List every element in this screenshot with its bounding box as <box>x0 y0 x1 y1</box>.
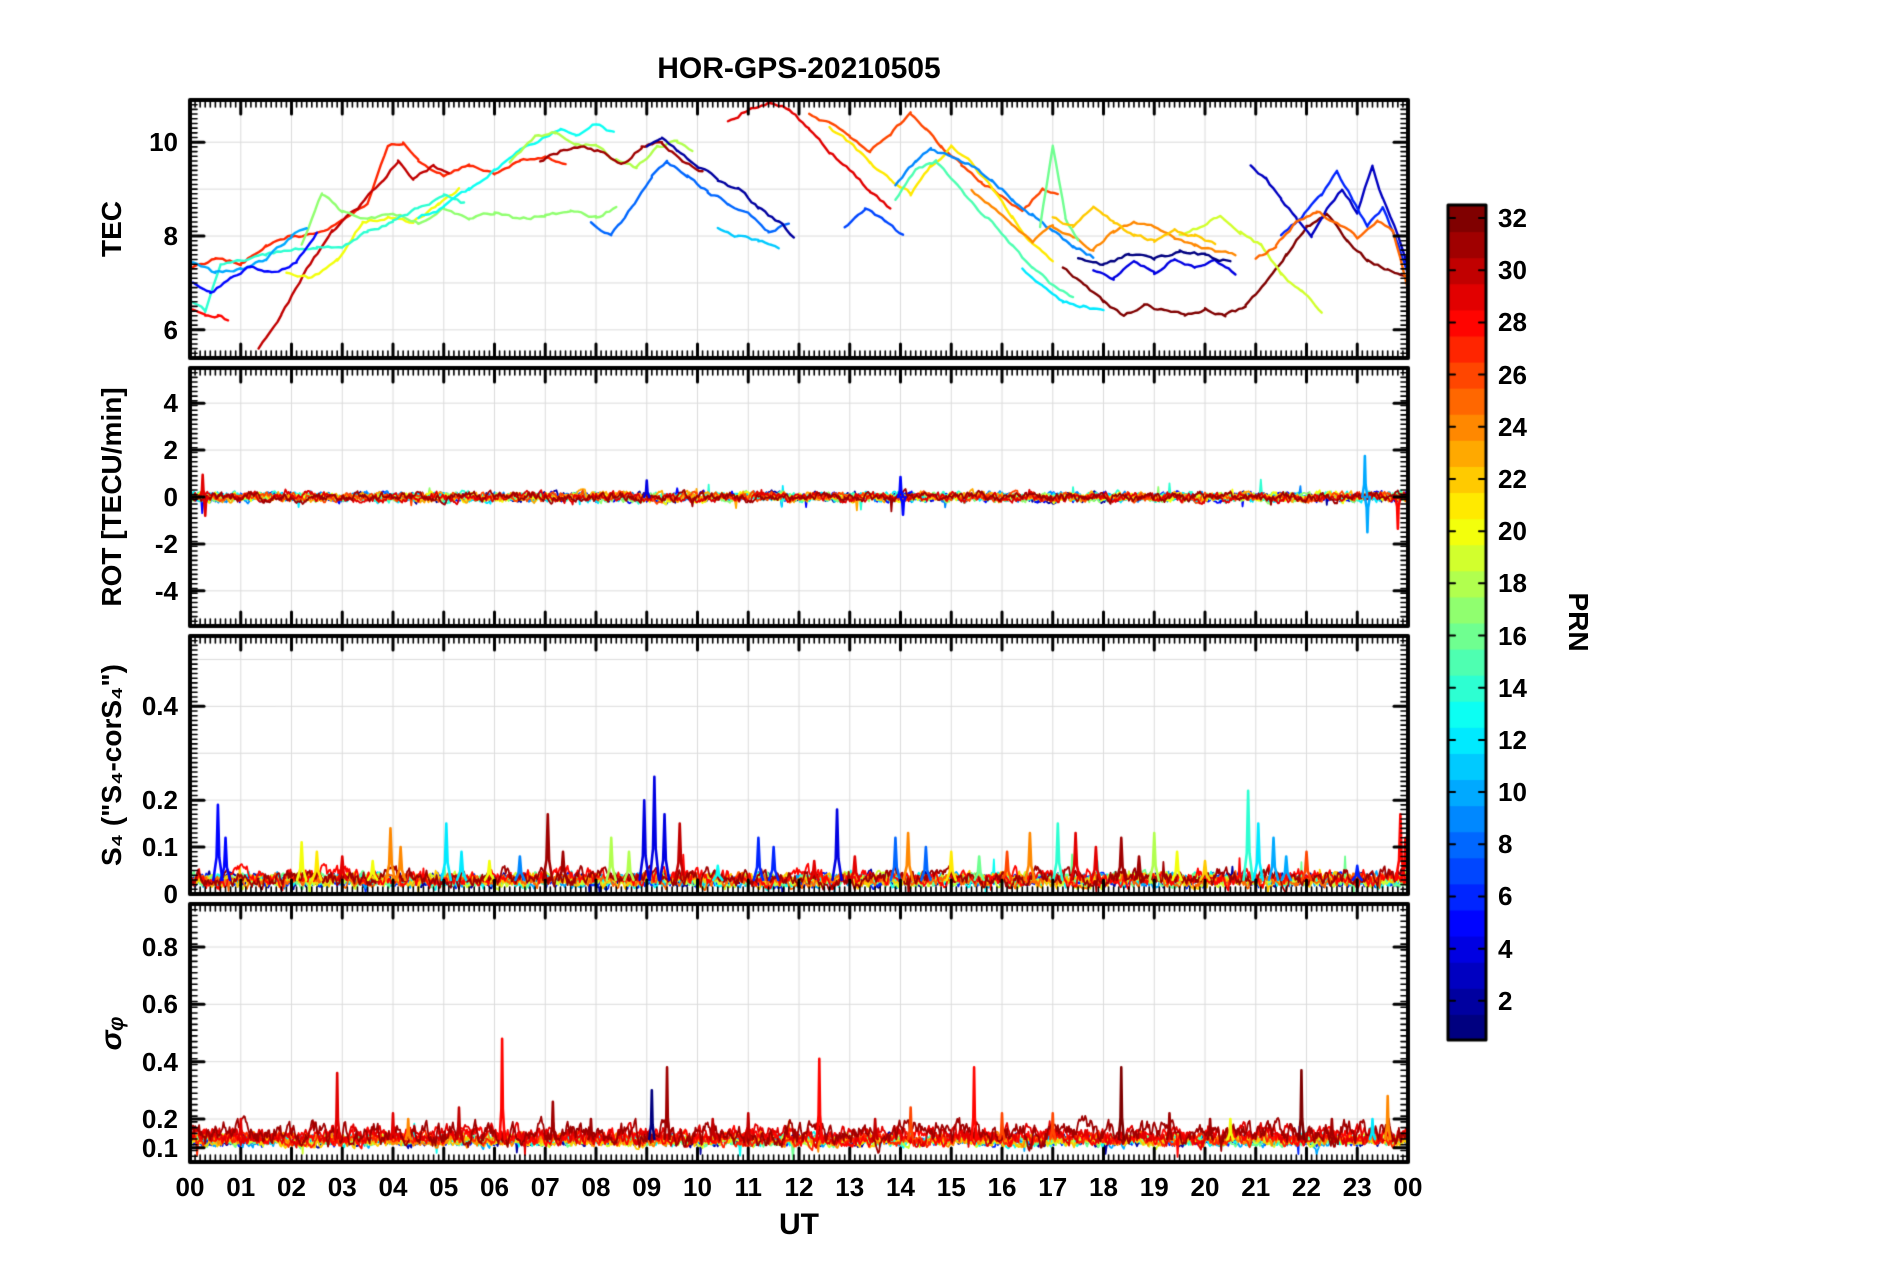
colorbar-tick-label: 24 <box>1498 411 1527 442</box>
colorbar-tick-label: 2 <box>1498 985 1513 1016</box>
y-tick-label: 0.6 <box>141 989 178 1020</box>
y-tick-label: 8 <box>163 221 178 252</box>
x-tick-label: 02 <box>277 1172 306 1202</box>
x-tick-label: 06 <box>480 1172 509 1202</box>
x-tick-label: 00 <box>1393 1172 1423 1202</box>
y-tick-label: 0 <box>163 879 178 909</box>
x-tick-label: 22 <box>1292 1172 1321 1202</box>
y-tick-label: 2 <box>163 435 178 466</box>
x-tick-label: 23 <box>1342 1172 1372 1202</box>
colorbar-tick-label: 20 <box>1498 516 1527 547</box>
x-tick-label: 01 <box>226 1172 256 1202</box>
x-tick-label: 07 <box>530 1172 560 1202</box>
x-tick-label: 15 <box>936 1172 966 1202</box>
x-tick-label: 17 <box>1038 1172 1068 1202</box>
x-tick-label: 16 <box>987 1172 1017 1202</box>
y-tick-label: 4 <box>163 388 178 419</box>
colorbar-label: PRN <box>1563 592 1594 652</box>
x-tick-label: 19 <box>1139 1172 1169 1202</box>
x-tick-label: 20 <box>1190 1172 1220 1202</box>
y-tick-label: -4 <box>154 575 178 606</box>
x-tick-label: 00 <box>175 1172 205 1202</box>
y-tick-label: 10 <box>149 127 178 158</box>
x-tick-label: 10 <box>683 1172 712 1202</box>
x-tick-label: 05 <box>429 1172 459 1202</box>
x-tick-label: 04 <box>378 1172 408 1202</box>
colorbar-tick-label: 30 <box>1498 255 1527 286</box>
colorbar-tick-label: 14 <box>1498 672 1527 703</box>
x-axis-label: UT <box>779 1208 819 1241</box>
y-tick-label: 0.2 <box>141 785 178 816</box>
colorbar-tick-label: 8 <box>1498 829 1513 860</box>
y-tick-label: 6 <box>163 314 178 345</box>
colorbar-tick-label: 28 <box>1498 307 1527 338</box>
y-tick-label: 0.2 <box>141 1104 178 1134</box>
ylabel-sigma-phi: σᵩ <box>95 1015 128 1051</box>
colorbar-tick-label: 32 <box>1498 203 1527 234</box>
colorbar-tick-label: 6 <box>1498 881 1513 912</box>
x-tick-label: 08 <box>581 1172 611 1202</box>
colorbar-tick-label: 26 <box>1498 359 1527 390</box>
colorbar-tick-label: 16 <box>1498 620 1527 651</box>
y-tick-label: 0 <box>163 482 178 512</box>
x-tick-label: 18 <box>1089 1172 1118 1202</box>
x-tick-label: 11 <box>734 1172 763 1202</box>
y-tick-label: 0.4 <box>141 691 178 722</box>
y-tick-label: -2 <box>154 528 178 559</box>
x-tick-label: 14 <box>886 1172 915 1202</box>
y-tick-label: 0.1 <box>141 1132 178 1163</box>
colorbar-tick-label: 10 <box>1498 777 1527 808</box>
x-tick-label: 12 <box>784 1172 814 1202</box>
x-tick-label: 13 <box>835 1172 865 1202</box>
colorbar-tick-label: 4 <box>1498 933 1513 964</box>
y-tick-label: 0.1 <box>141 832 178 863</box>
colorbar-tick-label: 22 <box>1498 463 1527 494</box>
x-tick-label: 21 <box>1241 1172 1271 1202</box>
colorbar-tick-label: 18 <box>1498 568 1527 599</box>
x-tick-label: 09 <box>632 1172 662 1202</box>
x-tick-label: 03 <box>327 1172 357 1202</box>
chart-title: HOR-GPS-20210505 <box>657 52 941 85</box>
y-tick-label: 0.8 <box>141 932 178 962</box>
y-tick-label: 0.4 <box>141 1046 178 1077</box>
colorbar-tick-label: 12 <box>1498 724 1527 755</box>
